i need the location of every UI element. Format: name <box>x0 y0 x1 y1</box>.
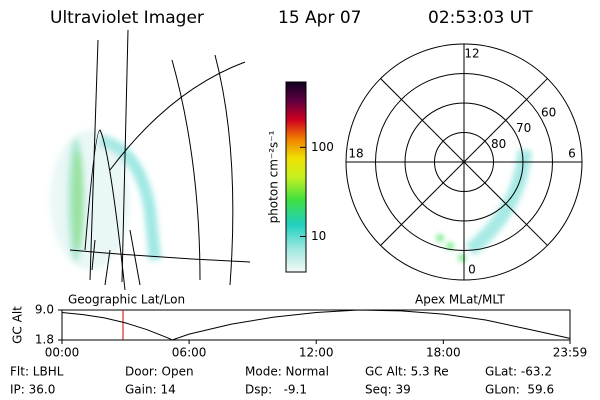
mlt-label: 12 <box>464 47 479 61</box>
status-field: GLat: -63.2 <box>485 365 552 379</box>
y-tick-label: 1.8 <box>35 333 54 347</box>
x-tick-label: 06:00 <box>172 346 207 360</box>
x-tick-label: 12:00 <box>299 346 334 360</box>
colorbar-tick-label: 100 <box>311 140 334 154</box>
status-field: IP: 36.0 <box>10 383 55 397</box>
geo-image <box>50 29 251 291</box>
x-tick-label: 00:00 <box>45 346 80 360</box>
colorbar-label: photon cm⁻²s⁻¹ <box>267 130 281 223</box>
status-field: Door: Open <box>125 365 194 379</box>
y-axis-label: GC Alt <box>11 306 25 344</box>
status-field: Flt: LBHL <box>10 365 64 379</box>
mlt-label: 0 <box>468 263 476 277</box>
status-field: GC Alt: 5.3 Re <box>365 365 449 379</box>
lat-label: 80 <box>491 137 506 151</box>
mlt-label: 6 <box>568 147 576 161</box>
geo-label: Geographic Lat/Lon <box>68 293 185 307</box>
plot-frame <box>61 309 571 341</box>
status-field: Gain: 14 <box>125 383 176 397</box>
polar-label: Apex MLat/MLT <box>415 293 505 307</box>
status-field: GLon: 59.6 <box>485 383 554 397</box>
time: 02:53:03 UT <box>428 8 533 28</box>
x-tick-label: 23:59 <box>553 346 588 360</box>
mlt-label: 18 <box>348 147 363 161</box>
x-tick-label: 18:00 <box>426 346 461 360</box>
status-field: Mode: Normal <box>245 365 329 379</box>
polar-image <box>437 149 532 261</box>
y-tick-label: 9.0 <box>35 303 54 317</box>
status-field: Dsp: -9.1 <box>245 383 307 397</box>
date: 15 Apr 07 <box>278 8 361 28</box>
title: Ultraviolet Imager <box>50 8 204 28</box>
altitude-line <box>61 309 571 341</box>
lat-label: 70 <box>516 121 531 135</box>
status-field: Seq: 39 <box>365 383 411 397</box>
lat-label: 60 <box>541 106 556 120</box>
colorbar-tick-label: 10 <box>311 229 326 243</box>
colorbar <box>285 81 307 273</box>
